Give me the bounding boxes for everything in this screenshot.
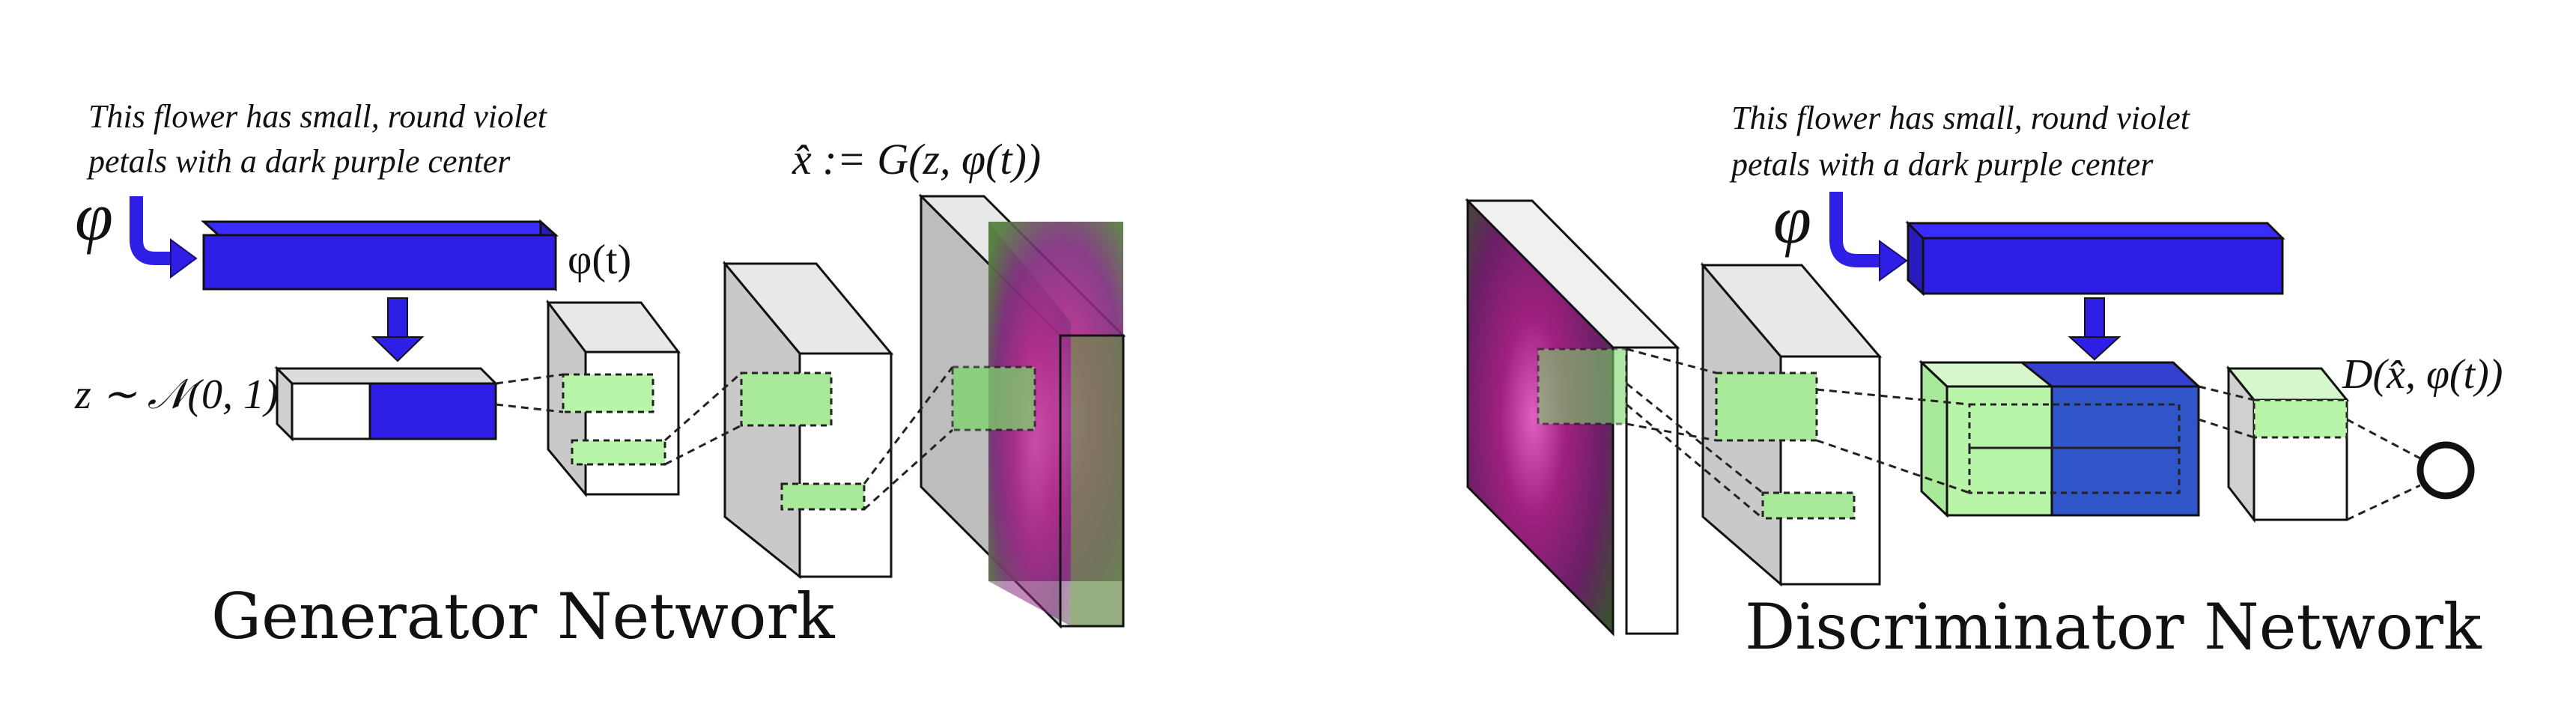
discriminator-phi-symbol: φ: [1773, 181, 1811, 258]
discriminator-concat-block: [1919, 360, 2202, 518]
generated-image-label: x̂ := G(z, φ(t)): [792, 135, 1041, 183]
z-noise-label: z ∼ 𝒩(0, 1): [74, 371, 279, 418]
generator-connections: [495, 366, 954, 511]
generated-image: [918, 193, 1126, 629]
curved-arrow-icon: [130, 196, 198, 279]
output-node-circle: [2416, 441, 2475, 500]
discriminator-input-image: [1465, 198, 1680, 637]
embedding-bar: [201, 219, 559, 292]
discriminator-feature-block-1: [1700, 261, 1883, 587]
discriminator-feature-block-2: [2226, 365, 2350, 524]
discriminator-output-label: D(x̂, φ(t)): [2342, 351, 2503, 398]
generator-caption-line2: petals with a dark purple center: [86, 143, 511, 180]
arrow-down-icon: [371, 297, 425, 363]
discriminator-network: This flower has small, round violet peta…: [1465, 100, 2503, 664]
generator-network: This flower has small, round violet peta…: [74, 98, 1126, 653]
discriminator-title: Discriminator Network: [1745, 590, 2482, 664]
generator-phi-symbol: φ: [75, 178, 113, 255]
curved-arrow-icon: [1829, 192, 1908, 282]
generator-caption-line1: This flower has small, round violet: [88, 98, 548, 135]
phi-t-label: φ(t): [568, 237, 631, 283]
generator-feature-block-2: [722, 260, 894, 580]
discriminator-caption-line1: This flower has small, round violet: [1731, 100, 2191, 136]
discriminator-connections: [1626, 348, 2421, 521]
latent-vector: [274, 365, 499, 442]
arrow-down-icon: [2068, 297, 2121, 361]
generator-title: Generator Network: [211, 580, 836, 653]
discriminator-embedding-bar: [1905, 220, 2285, 297]
generator-feature-block-1: [545, 299, 681, 498]
discriminator-caption-line2: petals with a dark purple center: [1729, 146, 2154, 183]
